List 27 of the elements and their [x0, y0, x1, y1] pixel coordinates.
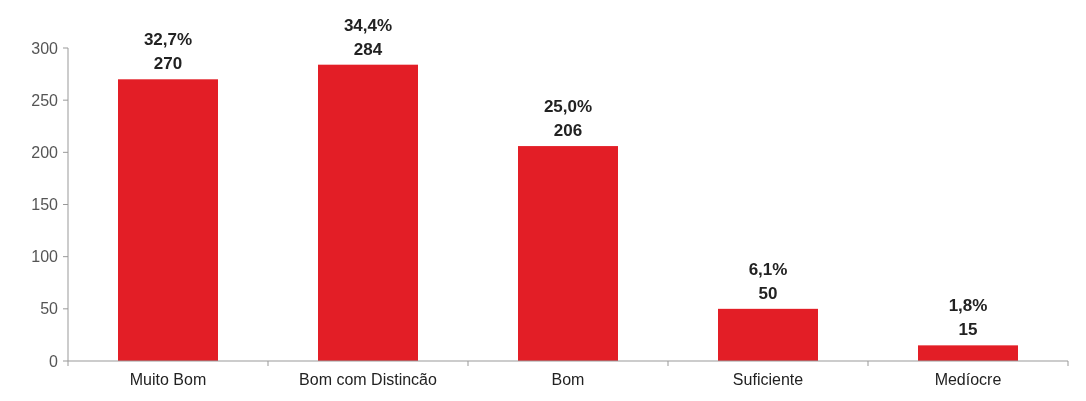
y-tick-label: 300 — [31, 39, 59, 57]
x-tick-label: Medíocre — [934, 371, 1002, 388]
data-label: 50 — [758, 283, 778, 303]
data-label: 206 — [553, 121, 583, 141]
annotation: 1,8% — [948, 296, 988, 316]
x-tick-label: Suficiente — [732, 371, 804, 388]
y-tick-label: 0 — [49, 352, 59, 370]
y-tick-label: 100 — [31, 248, 59, 266]
x-tick-label: Muito Bom — [129, 371, 207, 388]
annotation: 6,1% — [748, 259, 788, 279]
bar — [518, 146, 618, 361]
y-tick-label: 200 — [31, 143, 59, 161]
annotation: 32,7% — [143, 30, 193, 50]
bar — [918, 345, 1018, 361]
annotation: 25,0% — [543, 97, 593, 117]
bar — [318, 64, 418, 361]
data-label: 270 — [153, 54, 183, 74]
bar — [118, 79, 218, 361]
y-tick-label: 250 — [31, 91, 59, 109]
y-tick-label: 150 — [31, 196, 59, 214]
y-tick-label: 50 — [40, 300, 59, 318]
data-label: 15 — [958, 320, 978, 340]
annotation: 34,4% — [343, 15, 393, 35]
data-label: 284 — [353, 39, 383, 59]
bar — [718, 308, 818, 361]
x-tick-label: Bom com Distincão — [299, 371, 438, 388]
x-tick-label: Bom — [551, 371, 585, 388]
